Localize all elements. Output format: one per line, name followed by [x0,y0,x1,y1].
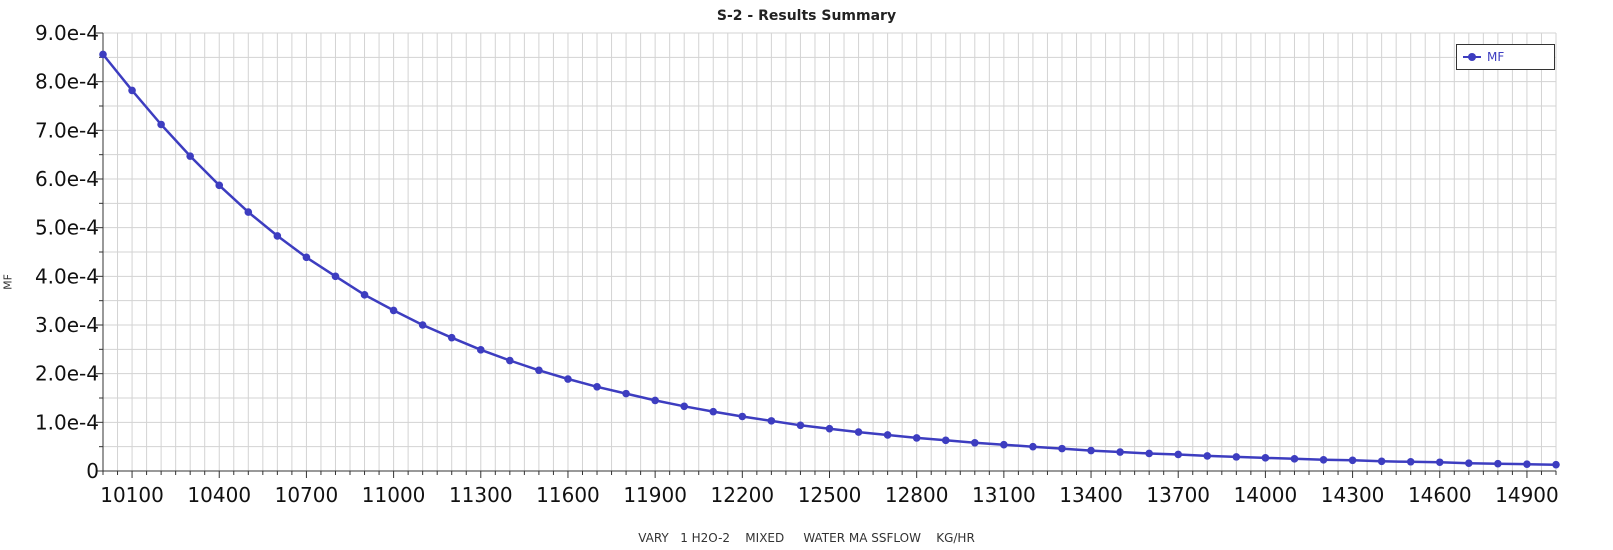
x-tick-label: 13400 [1059,483,1123,507]
y-tick-label: 3.0e-4 [35,313,99,337]
legend-marker-icon [1463,53,1481,61]
data-point [476,346,485,354]
data-point [1145,449,1153,458]
x-tick-label: 12500 [798,483,862,507]
data-point [767,417,776,425]
x-tick-label: 14600 [1408,483,1472,507]
axes [96,32,1557,478]
data-point [1377,457,1386,466]
y-tick-label: 7.0e-4 [35,118,99,142]
data-point [157,120,165,129]
data-point [1232,453,1241,461]
x-tick-label: 10400 [187,483,251,507]
data-point [389,306,398,315]
x-tick-label: 12800 [885,483,949,507]
data-point [447,333,456,342]
x-tick-label: 14900 [1495,483,1559,507]
data-point [941,436,950,445]
y-tick-label: 9.0e-4 [35,21,99,45]
y-tick-labels: 0 1.0e-4 2.0e-4 3.0e-4 4.0e-4 5.0e-4 6.0e-4 7.0… [35,21,99,483]
data-point [883,431,892,439]
y-tick-label: 2.0e-4 [35,362,99,386]
data-point [535,366,543,375]
x-tick-label: 11900 [623,483,687,507]
data-point [99,50,107,59]
data-point [796,421,805,430]
x-tick-label: 10700 [275,483,339,507]
x-tick-label: 11600 [536,483,600,507]
data-point [244,208,253,216]
data-point [302,253,311,262]
data-point [1029,442,1037,451]
data-point [1348,456,1357,465]
data-point [331,272,340,281]
data-point [1552,460,1560,469]
data-point [1435,458,1444,467]
data-point [680,402,688,411]
data-point [738,412,747,421]
data-point [651,396,659,405]
data-point [1523,460,1531,468]
data-point [1116,448,1124,456]
data-point [1261,454,1270,462]
series-mf [99,50,1560,469]
data-point [912,434,921,442]
x-tick-label: 10100 [100,483,164,507]
data-point [360,291,369,299]
legend-label: MF [1487,50,1505,64]
data-point [1203,452,1212,460]
data-point [128,86,136,95]
x-tick-label: 12200 [711,483,775,507]
data-point [1290,455,1299,463]
data-point [1058,444,1066,453]
grid [102,32,1557,472]
data-point [564,375,572,383]
data-point [1087,446,1095,455]
data-point [622,389,630,398]
x-tick-labels: 10100 10400 10700 11000 11300 11600 11900 12200… [100,483,1559,507]
x-axis-label: VARY 1 H2O-2 MIXED WATER MA SSFLOW KG/HR [638,531,975,545]
legend: MF [1456,44,1555,70]
y-tick-label: 6.0e-4 [35,167,99,191]
data-point [1319,456,1328,464]
data-point [971,438,979,447]
data-point [418,321,427,329]
x-tick-label: 13700 [1146,483,1210,507]
x-tick-label: 13100 [972,483,1036,507]
chart-title: S-2 - Results Summary [716,8,897,24]
data-point [1000,440,1008,449]
data-point [1406,457,1415,466]
data-point [273,232,282,240]
data-point [709,407,718,416]
y-tick-label: 0 [86,459,99,483]
x-tick-label: 11300 [449,483,513,507]
y-tick-label: 1.0e-4 [35,410,99,434]
x-tick-label: 14000 [1234,483,1298,507]
y-tick-label: 5.0e-4 [35,216,99,240]
data-point [506,356,514,365]
y-tick-label: 8.0e-4 [35,70,99,94]
y-tick-label: 4.0e-4 [35,264,99,288]
data-point [593,383,601,391]
data-point [825,424,834,433]
data-point [186,152,194,160]
data-point [1174,450,1183,459]
data-point [1465,459,1473,468]
data-point [1494,459,1502,468]
data-point [215,181,224,190]
x-tick-label: 11000 [362,483,426,507]
x-tick-label: 14300 [1321,483,1385,507]
data-point [854,428,863,436]
